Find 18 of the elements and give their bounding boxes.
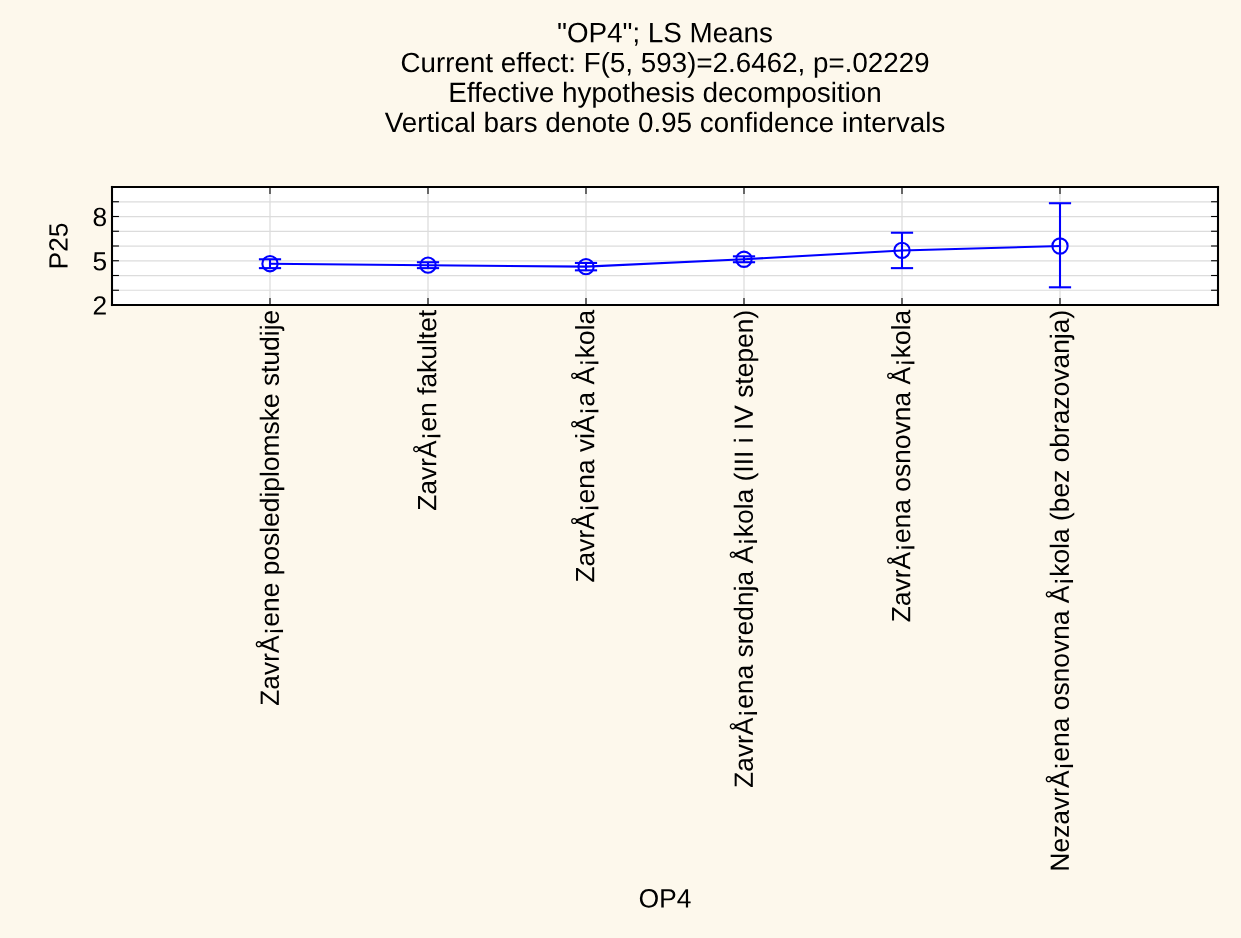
point (735, 250, 753, 268)
point (893, 241, 911, 260)
y-axis-title: P25 (49, 223, 68, 268)
y-tick-label: 5 (93, 252, 107, 271)
y-tick-label: 8 (93, 207, 106, 227)
x-tick-label: ZavrÅ¡ena osnovna Å¡kola (887, 309, 915, 622)
y-tick-label: 2 (93, 296, 106, 315)
x-tick-label: ZavrÅ¡ene poslediplomske studije (255, 311, 285, 706)
x-axis-title: OP4 (639, 888, 691, 908)
chart-title: "OP4"; LS Means Current effect: F(5, 593)=2.6462, p=.02229 Effective hypothesis decomposition Vertical bars denote 0.95 confidence intervals (384, 22, 945, 133)
x-tick-label: ZavrÅ¡ena srednja Å¡kola (III i IV stepen) (729, 311, 759, 788)
point (577, 257, 595, 276)
point (419, 256, 437, 274)
x-tick-label: ZavrÅ¡ena viÅ¡a Å¡kola (571, 309, 599, 582)
point (261, 255, 279, 273)
x-tick-label: ZavrÅ¡en fakultet (413, 310, 441, 510)
x-tick-label: NezavrÅ¡ena osnovna Å¡kola (bez obrazovanja) (1045, 311, 1075, 870)
point (1051, 237, 1069, 255)
